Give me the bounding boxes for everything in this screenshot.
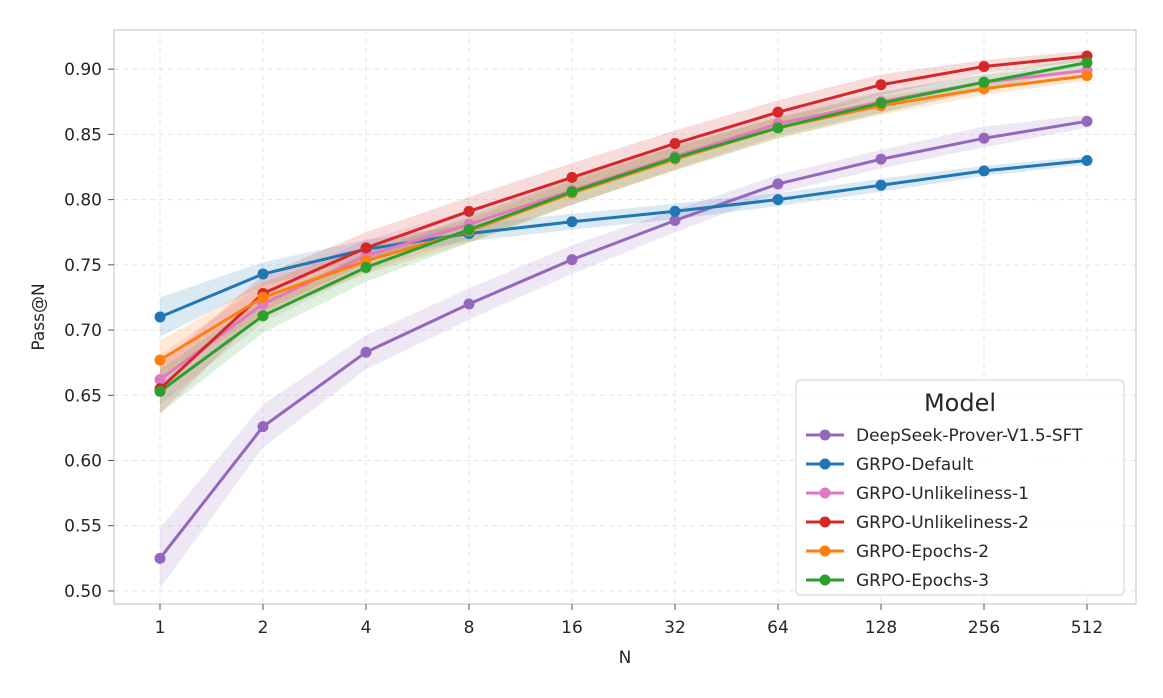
y-tick-label: 0.50 (64, 582, 102, 602)
data-point-grpo-epochs-3 (566, 186, 578, 198)
data-point-grpo-default (875, 179, 887, 191)
series-line-grpo-unlikeliness-2 (158, 54, 1089, 391)
data-point-grpo-default (1081, 154, 1093, 166)
data-point-grpo-default (669, 205, 681, 217)
data-point-grpo-unlikeliness-2 (875, 79, 887, 91)
x-tick-label: 1 (155, 618, 166, 638)
data-point-grpo-unlikeliness-2 (360, 242, 372, 254)
data-point-grpo-unlikeliness-2 (772, 106, 784, 118)
data-point-grpo-default (772, 194, 784, 206)
legend-swatch-marker-grpo-epochs-2 (819, 545, 831, 557)
data-point-deepseek-prover-v1-5-sft (566, 254, 578, 266)
x-axis-label: N (619, 648, 632, 668)
legend-box (795, 379, 1125, 596)
legend-label-grpo-unlikeliness-2: GRPO-Unlikeliness-2 (856, 513, 1029, 533)
data-point-grpo-default (154, 311, 166, 323)
x-tick-label: 256 (968, 618, 1000, 638)
data-point-grpo-epochs-3 (875, 97, 887, 109)
legend-swatch-marker-grpo-unlikeliness-1 (819, 487, 831, 499)
data-point-grpo-epochs-2 (257, 291, 269, 303)
data-point-grpo-epochs-3 (257, 310, 269, 322)
data-point-grpo-epochs-3 (772, 122, 784, 134)
y-tick-label: 0.75 (64, 256, 102, 276)
data-point-grpo-default (978, 165, 990, 177)
legend-swatch-marker-grpo-unlikeliness-2 (819, 516, 831, 528)
legend-swatch-marker-grpo-epochs-3 (819, 574, 831, 586)
series-points (154, 50, 1093, 564)
data-point-grpo-unlikeliness-2 (978, 61, 990, 73)
y-tick-label: 0.80 (64, 191, 102, 211)
data-point-grpo-default (566, 216, 578, 228)
data-point-deepseek-prover-v1-5-sft (875, 153, 887, 165)
data-point-grpo-unlikeliness-1 (154, 374, 166, 386)
confidence-bands (160, 50, 1087, 589)
legend-label-grpo-epochs-2: GRPO-Epochs-2 (856, 542, 989, 562)
y-axis-label: Pass@N (29, 283, 49, 350)
data-point-grpo-epochs-3 (463, 224, 475, 236)
y-tick-label: 0.65 (64, 386, 102, 406)
data-point-grpo-epochs-3 (669, 152, 681, 164)
y-tick-label: 0.70 (64, 321, 102, 341)
data-point-deepseek-prover-v1-5-sft (669, 214, 681, 226)
series-line-grpo-epochs-3 (158, 61, 1089, 393)
x-axis-ticks: 1 2 4 8 16 32 64 128 256 512 (155, 604, 1103, 638)
data-point-grpo-epochs-3 (1081, 57, 1093, 69)
data-point-grpo-epochs-3 (978, 76, 990, 88)
data-point-deepseek-prover-v1-5-sft (772, 178, 784, 190)
legend-items: DeepSeek-Prover-V1.5-SFT GRPO-Default GRPO… (806, 426, 1083, 591)
plot-frame (113, 29, 1137, 605)
x-tick-label: 4 (361, 618, 372, 638)
x-tick-label: 512 (1071, 618, 1103, 638)
y-axis-ticks: 0.50 0.55 0.60 0.65 0.70 0.75 0.80 0.85 0.90 (64, 60, 114, 602)
legend-label-grpo-unlikeliness-1: GRPO-Unlikeliness-1 (856, 484, 1029, 504)
y-tick-label: 0.55 (64, 517, 102, 537)
x-tick-label: 32 (664, 618, 686, 638)
legend-swatch-marker-grpo-default (819, 458, 831, 470)
data-point-grpo-unlikeliness-2 (669, 137, 681, 149)
y-tick-label: 0.60 (64, 452, 102, 472)
data-point-grpo-epochs-2 (1081, 70, 1093, 82)
data-point-grpo-unlikeliness-2 (463, 205, 475, 217)
series-line-deepseek-prover-v1-5-sft (158, 119, 1089, 560)
legend-swatch-marker-deepseek-prover-v1-5-sft (819, 429, 831, 441)
confidence-band-deepseek-prover-v1-5-sft (160, 114, 1087, 589)
data-point-deepseek-prover-v1-5-sft (154, 552, 166, 564)
data-point-deepseek-prover-v1-5-sft (257, 421, 269, 433)
data-point-deepseek-prover-v1-5-sft (1081, 115, 1093, 127)
data-point-deepseek-prover-v1-5-sft (978, 132, 990, 144)
data-point-grpo-default (257, 268, 269, 280)
legend-label-grpo-epochs-3: GRPO-Epochs-3 (856, 571, 989, 591)
x-tick-label: 2 (258, 618, 269, 638)
data-point-deepseek-prover-v1-5-sft (360, 346, 372, 358)
data-point-grpo-unlikeliness-2 (566, 171, 578, 183)
legend-title: Model (924, 389, 996, 417)
legend-label-deepseek-prover-v1-5-sft: DeepSeek-Prover-V1.5-SFT (856, 426, 1083, 446)
data-point-grpo-epochs-3 (360, 261, 372, 273)
data-point-grpo-epochs-3 (154, 385, 166, 397)
series-line-grpo-default (158, 159, 1089, 319)
y-tick-label: 0.85 (64, 125, 102, 145)
legend: Model DeepSeek-Prover-V1.5-SFT GRPO-Defau… (795, 379, 1125, 596)
y-tick-label: 0.90 (64, 60, 102, 80)
x-tick-label: 8 (464, 618, 475, 638)
data-point-deepseek-prover-v1-5-sft (463, 298, 475, 310)
confidence-band-grpo-default (160, 156, 1087, 337)
x-tick-label: 128 (865, 618, 897, 638)
data-point-grpo-epochs-2 (154, 354, 166, 366)
series-lines (158, 54, 1089, 560)
legend-label-grpo-default: GRPO-Default (856, 455, 974, 475)
x-tick-label: 64 (767, 618, 789, 638)
x-tick-label: 16 (561, 618, 583, 638)
